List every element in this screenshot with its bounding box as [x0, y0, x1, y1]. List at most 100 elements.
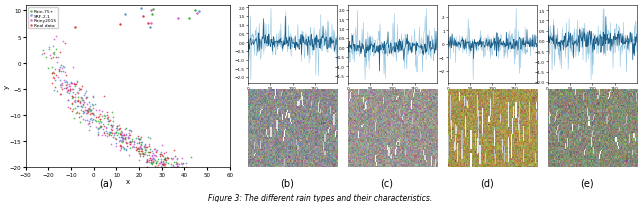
- Rain-75+: [88, 112, 98, 115]
- Rainy2015: [182, 168, 192, 171]
- SRF-2.1: [115, 139, 125, 142]
- Real data: [161, 158, 172, 162]
- SRF-2.1: [88, 114, 99, 117]
- SRF-2.1: [61, 86, 72, 89]
- Rainy2015: [65, 85, 75, 88]
- SRF-2.1: [129, 140, 140, 144]
- Real data: [84, 122, 94, 125]
- Real data: [74, 112, 84, 115]
- Point: [189, 9, 200, 13]
- Rain-75+: [109, 137, 120, 140]
- SRF-2.1: [96, 126, 106, 129]
- Rain-75+: [49, 56, 59, 59]
- Rain-75+: [177, 165, 187, 169]
- Rain-75+: [135, 138, 145, 141]
- Rainy2015: [147, 155, 157, 158]
- Rainy2015: [168, 157, 179, 160]
- SRF-2.1: [156, 151, 166, 154]
- Rain-75+: [95, 118, 105, 121]
- Rain-75+: [124, 136, 134, 139]
- Rain-75+: [103, 122, 113, 126]
- Rainy2015: [94, 121, 104, 124]
- Rainy2015: [148, 157, 159, 160]
- Rainy2015: [106, 143, 116, 146]
- SRF-2.1: [129, 146, 139, 149]
- Real data: [179, 161, 189, 164]
- Rainy2015: [86, 116, 96, 120]
- Real data: [66, 82, 76, 85]
- Legend: Rain-75+, SRF-2.1, Rainy2015, Real data: Rain-75+, SRF-2.1, Rainy2015, Real data: [28, 8, 58, 29]
- Real data: [72, 111, 82, 114]
- Real data: [131, 149, 141, 152]
- Real data: [163, 178, 173, 181]
- Rain-75+: [93, 127, 104, 130]
- Rainy2015: [65, 88, 75, 92]
- Rain-75+: [113, 132, 123, 135]
- Real data: [104, 120, 114, 123]
- SRF-2.1: [82, 96, 92, 99]
- SRF-2.1: [166, 167, 177, 170]
- Rainy2015: [76, 96, 86, 100]
- Real data: [125, 134, 136, 137]
- Real data: [166, 169, 177, 172]
- Rain-75+: [77, 97, 87, 100]
- Rainy2015: [52, 76, 63, 79]
- Real data: [138, 153, 148, 156]
- Rainy2015: [160, 171, 170, 175]
- SRF-2.1: [111, 126, 121, 130]
- Real data: [159, 159, 170, 162]
- SRF-2.1: [84, 109, 94, 112]
- SRF-2.1: [84, 120, 94, 123]
- Real data: [83, 108, 93, 111]
- SRF-2.1: [55, 66, 65, 69]
- Rainy2015: [125, 142, 136, 145]
- Rain-75+: [171, 161, 181, 164]
- SRF-2.1: [124, 128, 134, 132]
- SRF-2.1: [86, 112, 96, 115]
- Rainy2015: [157, 144, 167, 147]
- Rain-75+: [141, 149, 151, 152]
- Real data: [160, 163, 170, 166]
- Rainy2015: [116, 133, 126, 136]
- SRF-2.1: [81, 96, 92, 99]
- Rain-75+: [51, 48, 61, 51]
- SRF-2.1: [79, 101, 89, 104]
- Rainy2015: [58, 40, 68, 43]
- Rain-75+: [49, 53, 59, 56]
- SRF-2.1: [82, 119, 92, 122]
- SRF-2.1: [60, 81, 70, 84]
- Real data: [137, 149, 147, 153]
- Real data: [102, 116, 112, 120]
- Rain-75+: [136, 141, 146, 144]
- Text: Figure 3: The different rain types and their characteristics.: Figure 3: The different rain types and t…: [208, 193, 432, 202]
- Rain-75+: [154, 157, 164, 161]
- SRF-2.1: [79, 110, 90, 114]
- Rain-75+: [77, 112, 88, 115]
- Rainy2015: [129, 142, 140, 145]
- Real data: [177, 169, 187, 172]
- Rainy2015: [177, 157, 187, 160]
- Rain-75+: [150, 148, 161, 151]
- Rain-75+: [94, 115, 104, 118]
- SRF-2.1: [90, 103, 100, 106]
- Rainy2015: [63, 99, 73, 102]
- Rainy2015: [109, 131, 119, 135]
- Rain-75+: [90, 118, 100, 122]
- SRF-2.1: [93, 128, 103, 131]
- Rain-75+: [136, 143, 146, 147]
- Rain-75+: [76, 105, 86, 108]
- Real data: [83, 110, 93, 114]
- Real data: [54, 68, 65, 71]
- Real data: [102, 132, 113, 135]
- SRF-2.1: [105, 131, 115, 134]
- Rainy2015: [54, 69, 64, 72]
- Rain-75+: [69, 116, 79, 120]
- Real data: [115, 132, 125, 136]
- Real data: [106, 124, 116, 127]
- Real data: [51, 56, 61, 60]
- Rain-75+: [186, 156, 196, 159]
- Rain-75+: [107, 125, 117, 128]
- Real data: [68, 83, 79, 86]
- SRF-2.1: [169, 181, 179, 184]
- Rain-75+: [47, 73, 58, 76]
